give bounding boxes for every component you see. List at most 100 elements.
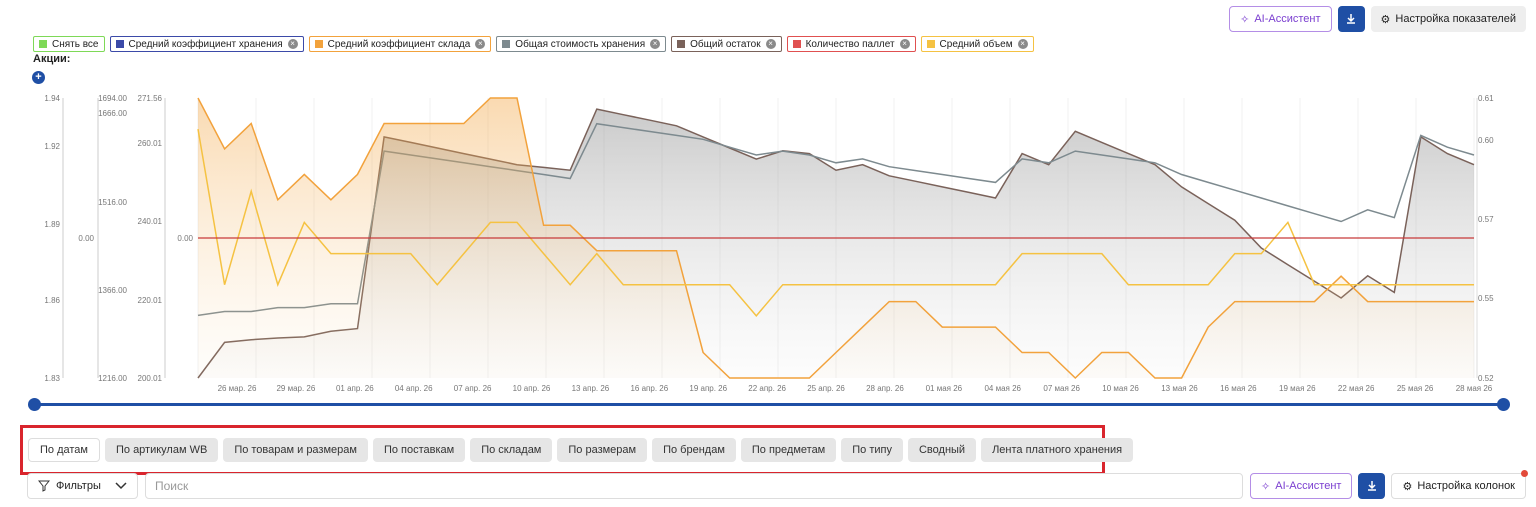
legend-swatch — [314, 40, 323, 48]
indicator-settings-label: Настройка показателей — [1395, 13, 1516, 25]
remove-series-icon[interactable]: × — [765, 39, 776, 49]
chart-toolbar: ✧ AI-Ассистент ⚙ Настройка показателей — [1229, 6, 1526, 32]
x-tick-label: 25 апр. 26 — [807, 384, 845, 393]
table-ai-assistant-label: AI-Ассистент — [1275, 480, 1342, 492]
gear-icon: ⚙ — [1402, 480, 1413, 493]
sparkle-icon: ✧ — [1261, 480, 1271, 493]
table-ai-assistant-button[interactable]: ✧ AI-Ассистент — [1250, 473, 1353, 499]
axis-tick-label: 240.01 — [138, 217, 163, 226]
axis-tick-label: 0.00 — [78, 234, 94, 243]
notification-dot — [1521, 470, 1528, 477]
x-tick-label: 19 мая 26 — [1279, 384, 1316, 393]
axis-tick-label: 0.57 — [1478, 215, 1494, 224]
series-line — [197, 128, 1474, 317]
ai-assistant-label: AI-Ассистент — [1254, 13, 1321, 25]
x-tick-label: 01 апр. 26 — [336, 384, 374, 393]
axis-tick-label: 1.89 — [44, 220, 60, 229]
axis-tick-label: 1216.00 — [98, 374, 127, 383]
download-icon — [1367, 481, 1376, 491]
legend-item[interactable]: Средний коэффициент склада × — [308, 36, 492, 52]
report-tab[interactable]: По предметам — [740, 438, 837, 462]
axis-tick-label: 0.60 — [1478, 136, 1494, 145]
storage-chart: 1.94 1.92 1.89 1.86 1.83 0.00 1694.00 1666.00 15… — [44, 94, 1494, 393]
x-tick-label: 28 апр. 26 — [866, 384, 904, 393]
filters-label: Фильтры — [56, 480, 101, 492]
range-slider-start-handle[interactable] — [28, 398, 41, 411]
remove-series-icon[interactable]: × — [899, 39, 910, 49]
filters-button[interactable]: Фильтры — [27, 473, 138, 499]
legend-swatch — [502, 40, 511, 48]
x-tick-label: 04 апр. 26 — [395, 384, 433, 393]
legend-swatch — [677, 40, 686, 48]
add-action-button[interactable]: + — [32, 71, 45, 84]
remove-series-icon[interactable]: × — [1017, 39, 1028, 49]
axis-tick-label: 1.83 — [44, 374, 60, 383]
axis-tick-label: 200.01 — [138, 374, 163, 383]
remove-series-icon[interactable]: × — [650, 39, 661, 49]
series-line — [197, 97, 1474, 380]
search-input[interactable] — [145, 473, 1243, 499]
report-tab[interactable]: По размерам — [557, 438, 648, 462]
x-tick-label: 07 мая 26 — [1043, 384, 1080, 393]
x-tick-label: 19 апр. 26 — [689, 384, 727, 393]
download-button[interactable] — [1337, 6, 1365, 32]
table-download-button[interactable] — [1358, 473, 1386, 499]
x-tick-label: 04 мая 26 — [984, 384, 1021, 393]
indicator-settings-button[interactable]: ⚙ Настройка показателей — [1370, 6, 1526, 32]
report-tab[interactable]: Лента платного хранения — [981, 438, 1134, 462]
x-tick-label: 22 мая 26 — [1338, 384, 1375, 393]
axis-tick-label: 1516.00 — [98, 198, 127, 207]
legend-swatch — [115, 40, 124, 48]
axis-tick-label: 271.56 — [138, 94, 163, 103]
legend-item[interactable]: Средний объем × — [920, 36, 1034, 52]
column-settings-button[interactable]: ⚙ Настройка колонок — [1391, 470, 1528, 499]
remove-series-icon[interactable]: × — [287, 39, 298, 49]
chevron-down-icon — [115, 482, 127, 490]
report-tab[interactable]: По брендам — [652, 438, 736, 462]
x-tick-label: 29 мар. 26 — [276, 384, 315, 393]
legend-item[interactable]: Общий остаток × — [671, 36, 782, 52]
range-slider-track[interactable] — [34, 403, 1504, 406]
legend-item[interactable]: Количество паллет × — [786, 36, 916, 52]
legend-swatch — [792, 40, 801, 48]
report-tab[interactable]: Сводный — [907, 438, 977, 462]
gear-icon: ⚙ — [1380, 13, 1391, 26]
axis-tick-label: 220.01 — [138, 296, 163, 305]
report-tab[interactable]: По товарам и размерам — [223, 438, 368, 462]
x-tick-label: 25 мая 26 — [1397, 384, 1434, 393]
x-tick-label: 10 мая 26 — [1102, 384, 1139, 393]
table-toolbar: ✧ AI-Ассистент ⚙ Настройка колонок — [1250, 470, 1528, 499]
report-tab[interactable]: По складам — [470, 438, 553, 462]
legend-label: Средний объем — [939, 38, 1013, 50]
legend-item[interactable]: Снять все — [33, 36, 105, 52]
axis-tick-label: 1666.00 — [98, 109, 127, 118]
legend-label: Снять все — [52, 38, 99, 50]
legend-swatch — [926, 40, 935, 48]
legend-item[interactable]: Общая стоимость хранения × — [496, 36, 667, 52]
axis-tick-label: 1.86 — [44, 296, 60, 305]
report-tab[interactable]: По типу — [841, 438, 903, 462]
legend-swatch — [39, 40, 47, 48]
x-tick-label: 13 мая 26 — [1161, 384, 1198, 393]
series-area — [198, 98, 1474, 378]
report-tab[interactable]: По датам — [28, 438, 100, 462]
x-tick-label: 28 мая 26 — [1456, 384, 1493, 393]
report-tab[interactable]: По поставкам — [372, 438, 466, 462]
actions-label: Акции: — [33, 53, 71, 65]
plus-icon: + — [35, 71, 42, 83]
filter-icon — [38, 480, 50, 492]
x-tick-label: 16 мая 26 — [1220, 384, 1257, 393]
axis-tick-label: 1366.00 — [98, 286, 127, 295]
axis-tick-label: 0.52 — [1478, 374, 1494, 383]
axis-tick-label: 0.00 — [177, 234, 193, 243]
ai-assistant-button[interactable]: ✧ AI-Ассистент — [1229, 6, 1332, 32]
axis-tick-label: 260.01 — [138, 139, 163, 148]
chart-legend: Снять все Средний коэффициент хранения × Ср… — [33, 36, 1034, 52]
legend-label: Общая стоимость хранения — [515, 38, 646, 50]
remove-series-icon[interactable]: × — [475, 39, 486, 49]
axis-tick-label: 1694.00 — [98, 94, 127, 103]
range-slider-end-handle[interactable] — [1497, 398, 1510, 411]
legend-item[interactable]: Средний коэффициент хранения × — [109, 36, 304, 52]
report-tab[interactable]: По артикулам WB — [104, 438, 219, 462]
